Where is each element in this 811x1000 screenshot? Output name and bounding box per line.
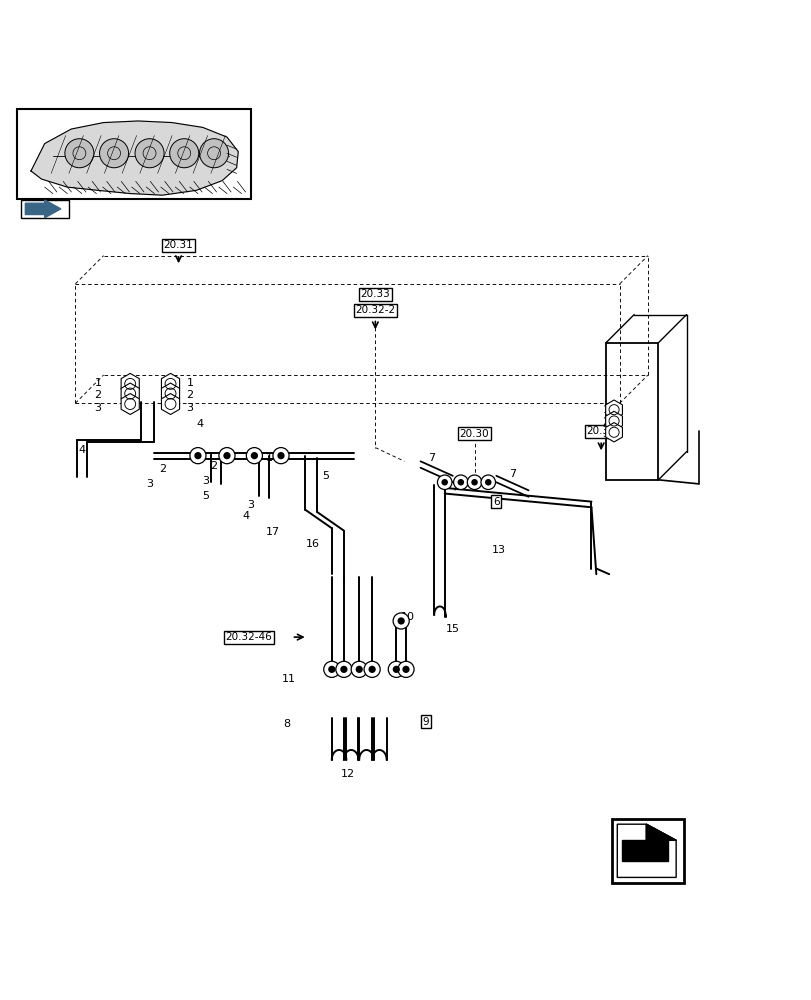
Bar — [20, 200, 69, 218]
Circle shape — [453, 475, 467, 490]
Polygon shape — [121, 373, 139, 394]
Circle shape — [350, 661, 367, 677]
Bar — [17, 109, 251, 199]
Text: 20.30: 20.30 — [459, 429, 489, 439]
Text: 12: 12 — [341, 769, 354, 779]
Circle shape — [363, 661, 380, 677]
Text: 10: 10 — [400, 612, 414, 622]
Circle shape — [328, 666, 335, 673]
Text: 1: 1 — [187, 378, 193, 388]
Text: 4: 4 — [242, 511, 250, 521]
Text: 5: 5 — [321, 471, 328, 481]
Circle shape — [65, 139, 94, 168]
Polygon shape — [161, 383, 179, 404]
Circle shape — [100, 139, 128, 168]
Circle shape — [437, 475, 452, 490]
Circle shape — [272, 448, 289, 464]
Text: 20.33: 20.33 — [360, 289, 390, 299]
Text: 3: 3 — [602, 429, 609, 439]
Text: 13: 13 — [491, 545, 505, 555]
Text: 9: 9 — [423, 717, 429, 727]
Circle shape — [402, 666, 409, 673]
Text: 5: 5 — [221, 448, 228, 458]
Polygon shape — [605, 423, 622, 442]
Circle shape — [336, 661, 351, 677]
Circle shape — [466, 475, 481, 490]
Polygon shape — [25, 200, 61, 218]
Circle shape — [484, 479, 491, 486]
Polygon shape — [605, 411, 622, 431]
Circle shape — [355, 666, 363, 673]
Polygon shape — [621, 840, 667, 861]
Text: 2: 2 — [186, 390, 193, 400]
Text: 7: 7 — [427, 453, 435, 463]
Text: 17: 17 — [265, 527, 280, 537]
Text: 20.31: 20.31 — [164, 240, 193, 250]
Circle shape — [480, 475, 495, 490]
Polygon shape — [605, 400, 622, 419]
Text: 5: 5 — [202, 491, 209, 501]
Polygon shape — [121, 383, 139, 404]
Circle shape — [340, 666, 347, 673]
Circle shape — [368, 666, 375, 673]
Text: 16: 16 — [306, 539, 320, 549]
Polygon shape — [31, 121, 238, 195]
Text: 15: 15 — [445, 624, 459, 634]
Text: 7: 7 — [508, 469, 515, 479]
Circle shape — [219, 448, 234, 464]
Text: 2: 2 — [602, 417, 609, 427]
Text: 20.31: 20.31 — [586, 426, 616, 436]
Circle shape — [457, 479, 464, 486]
Circle shape — [200, 139, 229, 168]
Bar — [611, 819, 684, 883]
Circle shape — [393, 666, 400, 673]
Text: 4: 4 — [78, 445, 85, 455]
Polygon shape — [616, 824, 676, 877]
Circle shape — [393, 613, 409, 629]
Circle shape — [246, 448, 262, 464]
Text: 6: 6 — [492, 497, 499, 507]
Text: 11: 11 — [281, 674, 296, 684]
Text: 3: 3 — [146, 479, 152, 489]
Circle shape — [277, 452, 285, 459]
Circle shape — [251, 452, 258, 459]
Text: 2: 2 — [94, 390, 101, 400]
Text: 3: 3 — [187, 403, 193, 413]
Circle shape — [397, 661, 414, 677]
Circle shape — [324, 661, 340, 677]
Circle shape — [397, 617, 405, 625]
Text: 2: 2 — [210, 461, 217, 471]
Polygon shape — [161, 394, 179, 415]
Circle shape — [135, 139, 164, 168]
Circle shape — [223, 452, 230, 459]
Circle shape — [388, 661, 404, 677]
Text: 3: 3 — [247, 500, 255, 510]
Circle shape — [194, 452, 201, 459]
Text: 20.32-2: 20.32-2 — [355, 305, 395, 315]
Text: 3: 3 — [202, 476, 209, 486]
Text: 1: 1 — [602, 405, 609, 415]
Text: 20.32-46: 20.32-46 — [225, 632, 272, 642]
Text: 3: 3 — [94, 403, 101, 413]
Polygon shape — [646, 824, 676, 840]
Text: 1: 1 — [94, 378, 101, 388]
Text: 4: 4 — [196, 419, 204, 429]
Text: 8: 8 — [283, 719, 290, 729]
Circle shape — [470, 479, 477, 486]
Text: 2: 2 — [159, 464, 165, 474]
Bar — [605, 343, 658, 480]
Text: 14: 14 — [265, 453, 280, 463]
Circle shape — [169, 139, 199, 168]
Polygon shape — [121, 394, 139, 415]
Circle shape — [190, 448, 206, 464]
Circle shape — [441, 479, 448, 486]
Polygon shape — [161, 373, 179, 394]
Polygon shape — [646, 824, 676, 840]
